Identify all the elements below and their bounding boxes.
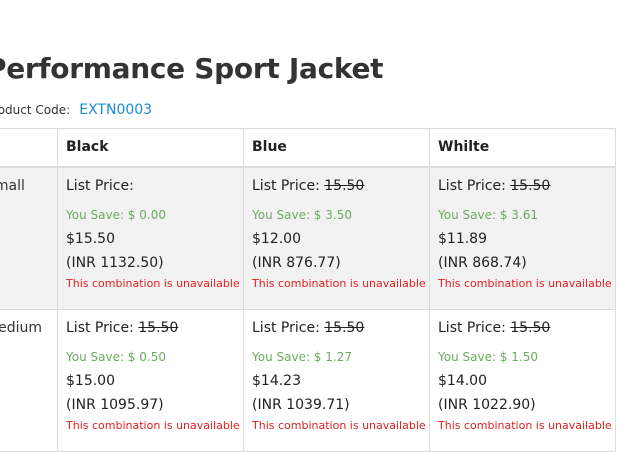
list-price-label: List Price: bbox=[438, 320, 506, 336]
list-price-original: 15.50 bbox=[510, 178, 551, 194]
you-save-text: You Save: $ 3.50 bbox=[252, 208, 352, 222]
size-cell: Medium bbox=[0, 310, 58, 451]
sale-price: $14.23 bbox=[252, 373, 301, 389]
variant-cell[interactable]: List Price: 15.50 You Save: $ 3.61 $11.8… bbox=[430, 168, 616, 309]
list-price: List Price: 15.50 bbox=[252, 178, 429, 197]
list-price-original: 15.50 bbox=[324, 178, 365, 194]
inr-price: (INR 1132.50) bbox=[66, 255, 164, 271]
grid-header-row: Black Blue Whilte bbox=[0, 128, 616, 168]
sale-price: $15.50 bbox=[66, 231, 115, 247]
column-header-black: Black bbox=[58, 129, 244, 166]
product-code-label: Product Code: bbox=[0, 103, 71, 117]
sale-price: $15.00 bbox=[66, 373, 115, 389]
list-price: List Price: 15.50 bbox=[252, 320, 429, 339]
unavailable-message: This combination is unavailable bbox=[438, 419, 612, 432]
list-price: List Price: 15.50 bbox=[438, 320, 615, 339]
you-save-text: You Save: $ 1.27 bbox=[252, 350, 352, 364]
header-corner-cell bbox=[0, 129, 58, 166]
unavailable-message: This combination is unavailable bbox=[66, 277, 240, 290]
sale-price: $14.00 bbox=[438, 373, 487, 389]
you-save-text: You Save: $ 0.00 bbox=[66, 208, 166, 222]
column-header-blue: Blue bbox=[244, 129, 430, 166]
inr-price: (INR 1039.71) bbox=[252, 397, 350, 413]
product-code: Product Code: EXTN0003 bbox=[0, 99, 152, 118]
list-price-original: 15.50 bbox=[138, 320, 179, 336]
unavailable-message: This combination is unavailable bbox=[252, 419, 426, 432]
you-save-text: You Save: $ 0.50 bbox=[66, 350, 166, 364]
list-price: List Price: 15.50 bbox=[66, 320, 243, 339]
unavailable-message: This combination is unavailable bbox=[252, 277, 426, 290]
size-label: Medium bbox=[0, 320, 42, 336]
size-row-medium: Medium List Price: 15.50 You Save: $ 0.5… bbox=[0, 310, 616, 452]
list-price-label: List Price: bbox=[252, 178, 320, 194]
unavailable-message: This combination is unavailable bbox=[438, 277, 612, 290]
list-price-label: List Price: bbox=[66, 320, 134, 336]
variant-cell[interactable]: List Price: You Save: $ 0.00 $15.50 (INR… bbox=[58, 168, 244, 309]
list-price-original: 15.50 bbox=[510, 320, 551, 336]
size-cell: Small bbox=[0, 168, 58, 309]
sale-price: $12.00 bbox=[252, 231, 301, 247]
unavailable-message: This combination is unavailable bbox=[66, 419, 240, 432]
list-price: List Price: 15.50 bbox=[438, 178, 615, 197]
inr-price: (INR 868.74) bbox=[438, 255, 527, 271]
variant-price-grid: Black Blue Whilte Small List Price: You … bbox=[0, 128, 616, 452]
product-title: Performance Sport Jacket bbox=[0, 52, 384, 85]
list-price-label: List Price: bbox=[252, 320, 320, 336]
inr-price: (INR 1022.90) bbox=[438, 397, 536, 413]
you-save-text: You Save: $ 1.50 bbox=[438, 350, 538, 364]
inr-price: (INR 1095.97) bbox=[66, 397, 164, 413]
list-price-original: 15.50 bbox=[324, 320, 365, 336]
list-price: List Price: bbox=[66, 178, 243, 197]
sale-price: $11.89 bbox=[438, 231, 487, 247]
size-label: Small bbox=[0, 178, 25, 194]
variant-cell[interactable]: List Price: 15.50 You Save: $ 0.50 $15.0… bbox=[58, 310, 244, 451]
product-code-link[interactable]: EXTN0003 bbox=[79, 102, 153, 118]
list-price-label: List Price: bbox=[66, 178, 134, 194]
variant-cell[interactable]: List Price: 15.50 You Save: $ 3.50 $12.0… bbox=[244, 168, 430, 309]
column-header-white: Whilte bbox=[430, 129, 616, 166]
list-price-label: List Price: bbox=[438, 178, 506, 194]
size-row-small: Small List Price: You Save: $ 0.00 $15.5… bbox=[0, 168, 616, 310]
inr-price: (INR 876.77) bbox=[252, 255, 341, 271]
variant-cell[interactable]: List Price: 15.50 You Save: $ 1.27 $14.2… bbox=[244, 310, 430, 451]
variant-cell[interactable]: List Price: 15.50 You Save: $ 1.50 $14.0… bbox=[430, 310, 616, 451]
you-save-text: You Save: $ 3.61 bbox=[438, 208, 538, 222]
